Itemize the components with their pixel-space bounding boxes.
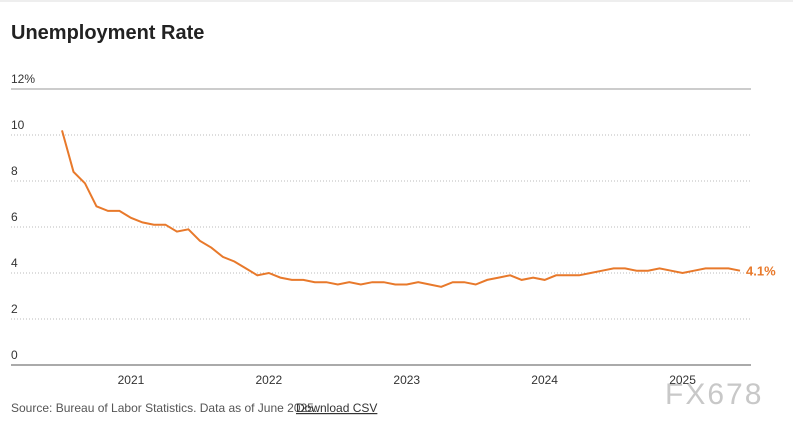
x-tick-label: 2024 xyxy=(531,373,558,387)
y-tick-label: 10 xyxy=(11,118,25,132)
y-tick-label: 2 xyxy=(11,302,18,316)
y-tick-label: 6 xyxy=(11,210,18,224)
x-tick-label: 2022 xyxy=(255,373,282,387)
y-tick-label: 0 xyxy=(11,348,18,362)
x-tick-label: 2025 xyxy=(669,373,696,387)
x-tick-label: 2023 xyxy=(393,373,420,387)
source: Source: Bureau of Labor Statistics. Data… xyxy=(11,401,317,415)
download-link[interactable]: Download CSV xyxy=(296,401,377,415)
value-label: 4.1% xyxy=(746,264,776,279)
y-tick-label: 4 xyxy=(11,256,18,270)
watermark: FX678 xyxy=(665,378,763,411)
x-tick-label: 2021 xyxy=(118,373,145,387)
line xyxy=(61,130,741,288)
chart-title: Unemployment Rate xyxy=(11,22,204,44)
y-tick-label: 12% xyxy=(11,72,35,86)
y-tick-label: 8 xyxy=(11,164,18,178)
